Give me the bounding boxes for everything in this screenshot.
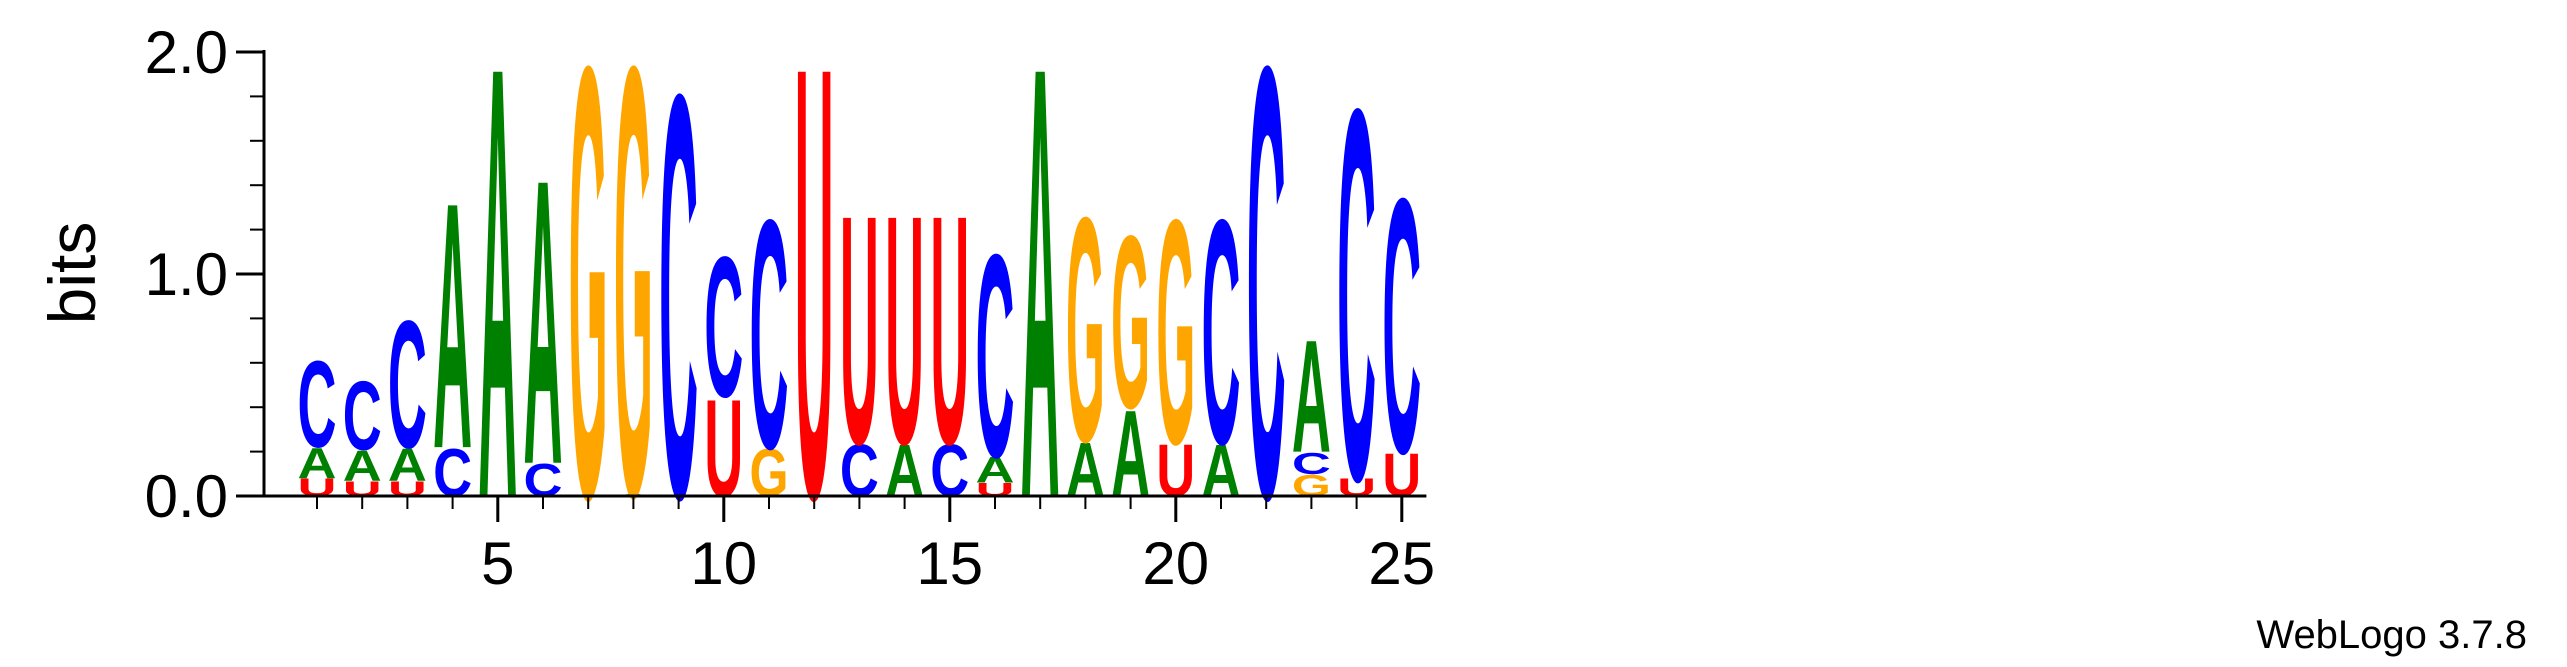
logo-letter-C-pos-9: C	[659, 0, 698, 619]
logo-letter-G-pos-7: G	[569, 0, 608, 627]
logo-letter-C-pos-10: C	[704, 216, 743, 440]
logo-letter-G-pos-19: G	[1111, 184, 1150, 460]
x-tick-label: 5	[481, 530, 514, 597]
logo-letter-A-pos-3: A	[388, 438, 427, 490]
logo-letter-C-pos-25: C	[1382, 124, 1421, 530]
logo-axes: 0.0 1.0 2.0 5 10 15 20 25	[145, 19, 1436, 597]
logo-letter-G-pos-20: G	[1156, 152, 1195, 511]
logo-letter-C-pos-1: C	[298, 337, 337, 474]
logo-letter-U-pos-14: U	[885, 147, 924, 513]
logo-letter-U-pos-15: U	[930, 147, 969, 513]
logo-letter-A-pos-6: A	[524, 94, 563, 550]
x-tick-label: 25	[1368, 530, 1435, 597]
logo-letter-C-pos-3: C	[388, 284, 427, 486]
logo-letter-A-pos-1: A	[298, 440, 337, 488]
y-tick-label: 0.0	[145, 463, 228, 530]
logo-letter-U-pos-13: U	[840, 147, 879, 513]
logo-letter-A-pos-4: A	[433, 130, 472, 523]
logo-letter-C-pos-21: C	[1202, 153, 1241, 511]
logo-letter-G-pos-18: G	[1066, 150, 1105, 509]
y-tick-label: 1.0	[145, 241, 228, 308]
logo-letter-A-pos-17: A	[1021, 0, 1060, 627]
y-tick-label: 2.0	[145, 19, 228, 86]
logo-letter-A-pos-16: A	[976, 449, 1015, 491]
x-tick-label: 15	[916, 530, 983, 597]
logo-letter-C-pos-23: C	[1292, 446, 1331, 480]
logo-glyphs: UACUACUACCAACAGAGCUCGCUCUAUCUUACAAGAGUGA…	[298, 0, 1422, 627]
x-tick-label: 20	[1142, 530, 1209, 597]
x-tick-label: 10	[690, 530, 757, 597]
logo-letter-A-pos-5: A	[478, 0, 517, 627]
logo-letter-C-pos-24: C	[1337, 0, 1376, 591]
logo-letter-C-pos-11: C	[750, 151, 789, 517]
logo-letter-C-pos-2: C	[343, 360, 382, 470]
logo-letter-G-pos-8: G	[614, 0, 653, 625]
y-axis-title: bits	[35, 222, 109, 325]
logo-letter-A-pos-2: A	[343, 442, 382, 490]
logo-letter-C-pos-16: C	[975, 195, 1014, 519]
weblogo-version-label: WebLogo 3.7.8	[2256, 613, 2527, 657]
logo-letter-A-pos-23: A	[1292, 308, 1331, 486]
logo-letter-C-pos-22: C	[1247, 0, 1286, 627]
logo-letter-U-pos-12: U	[795, 0, 834, 627]
